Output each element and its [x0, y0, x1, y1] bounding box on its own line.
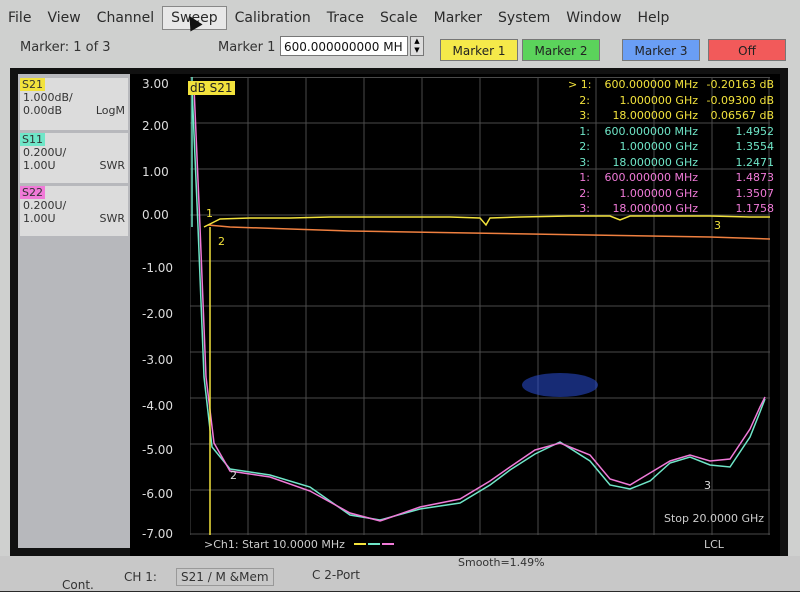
marker-frequency-spinner[interactable]: ▲ ▼ [410, 36, 424, 56]
trace-s22-ref: 1.00U [23, 212, 56, 225]
lcl-label: LCL [704, 538, 724, 551]
status-bar: Cont. CH 1: S21 / M &Mem C 2-Port Smooth… [0, 556, 800, 592]
menu-scale[interactable]: Scale [379, 10, 418, 26]
stop-frequency-label: Stop 20.0000 GHz [664, 512, 765, 525]
menu-help[interactable]: Help [637, 10, 670, 26]
start-frequency-label: >Ch1: Start 10.0000 MHz [204, 538, 345, 551]
y-label-m5: -5.00 [142, 443, 174, 457]
menu-file[interactable]: File [8, 10, 32, 26]
trace-s22 [193, 86, 766, 522]
menu-channel[interactable]: Channel [96, 10, 155, 26]
trace-s21-name: S21 [20, 78, 45, 91]
marker-select-label: Marker 1 [218, 40, 276, 55]
marker-off-button[interactable]: Off [708, 39, 786, 61]
marker-2-symbol: 2 [218, 235, 225, 248]
marker3-button[interactable]: Marker 3 [622, 39, 700, 61]
y-label-m2: -2.00 [142, 307, 174, 321]
marker-3-lower-symbol: 3 [704, 479, 711, 492]
marker-frequency-input[interactable]: 600.000000000 MH [280, 36, 408, 56]
y-label-0: 0.00 [142, 208, 169, 222]
display-status-line: >Ch1: Start 10.0000 MHz LCL [190, 536, 770, 554]
marker-readout-row: 2: 1.000000 GHz 1.3507 [579, 186, 774, 200]
legend-swatch-s21 [354, 543, 366, 545]
trace-s21-box[interactable]: S21 1.000dB/ 0.00dB LogM [20, 78, 128, 130]
menu-marker[interactable]: Marker [433, 10, 483, 26]
y-label-m6: -6.00 [142, 487, 174, 501]
marker-readout-row: 3: 18.000000 GHz 0.06567 dB [579, 109, 774, 122]
marker-readout-row: 1: 600.000000 MHz 1.4873 [579, 171, 774, 184]
trace-s22-box[interactable]: S22 0.200U/ 1.00U SWR [20, 186, 128, 236]
marker-readout-row: 3: 18.000000 GHz 1.1758 [579, 202, 774, 215]
trace-s22-scale: 0.200U/ [23, 199, 67, 212]
trace-s11-name: S11 [20, 133, 45, 146]
menu-trace[interactable]: Trace [326, 10, 364, 26]
trace-s21 [203, 215, 770, 228]
marker2-button[interactable]: Marker 2 [522, 39, 600, 61]
marker-2-lower-symbol: 2 [230, 469, 237, 482]
marker-3-symbol: 3 [714, 219, 721, 232]
y-label-3: 3.00 [142, 77, 169, 91]
status-port: C 2-Port [312, 568, 360, 582]
menu-calibration[interactable]: Calibration [234, 10, 311, 26]
trace-s22-name: S22 [20, 186, 45, 199]
trace-s22-upper [207, 224, 770, 240]
menu-sweep[interactable]: Sweep [162, 6, 227, 30]
y-label-m4: -4.00 [142, 399, 174, 413]
status-smooth: Smooth=1.49% [458, 556, 545, 569]
trace-s11 [191, 86, 766, 521]
marker-count-label: Marker: 1 of 3 [20, 40, 111, 55]
legend-swatch-s22 [382, 543, 394, 545]
trace-s11-ref: 1.00U [23, 159, 56, 172]
trace-s21-format: LogM [95, 104, 125, 117]
legend-swatch-s11 [368, 543, 380, 545]
marker-readout-row: 3: 18.000000 GHz 1.2471 [579, 155, 774, 169]
status-sweep-mode: Cont. [62, 578, 94, 592]
trace-s21-ref: 0.00dB [23, 104, 63, 117]
y-label-m1: -1.00 [142, 261, 174, 275]
status-channel: CH 1: [124, 570, 157, 584]
y-label-m7: -7.00 [142, 527, 174, 541]
marker-1-symbol: 1 [206, 207, 213, 220]
menu-window[interactable]: Window [566, 10, 622, 26]
marker-readout-row: > 1: 600.000000 MHz -0.20163 dB [568, 78, 774, 91]
y-label-2: 2.00 [142, 119, 169, 133]
menu-system[interactable]: System [498, 10, 551, 26]
marker-readout-row: 2: 1.000000 GHz -0.09300 dB [579, 93, 774, 107]
trace-s11-format: SWR [99, 159, 125, 172]
trace-s11-box[interactable]: S11 0.200U/ 1.00U SWR [20, 133, 128, 183]
menu-bar: File View Channel Sweep Calibration Trac… [0, 6, 800, 30]
marker-readout-table: > 1: 600.000000 MHz -0.20163 dB 2: 1.000000… [568, 77, 774, 217]
screen-glare [522, 373, 598, 397]
marker-toolbar: Marker: 1 of 3 Marker 1 [0, 32, 800, 66]
marker-readout-row: 2: 1.000000 GHz 1.3554 [579, 140, 774, 153]
active-trace-tag: dB S21 [188, 81, 235, 95]
trace-s21-scale: 1.000dB/ [23, 91, 73, 104]
status-trace: S21 / M &Mem [176, 568, 274, 586]
menu-view[interactable]: View [47, 10, 81, 26]
marker-readout-row: 1: 600.000000 MHz 1.4952 [579, 124, 774, 138]
trace-s11-scale: 0.200U/ [23, 146, 67, 159]
trace-s22-format: SWR [99, 212, 125, 225]
y-label-1: 1.00 [142, 165, 169, 179]
trace-grid: 1 2 3 2 3 [190, 77, 770, 535]
y-label-m3: -3.00 [142, 353, 174, 367]
marker1-button[interactable]: Marker 1 [440, 39, 518, 61]
